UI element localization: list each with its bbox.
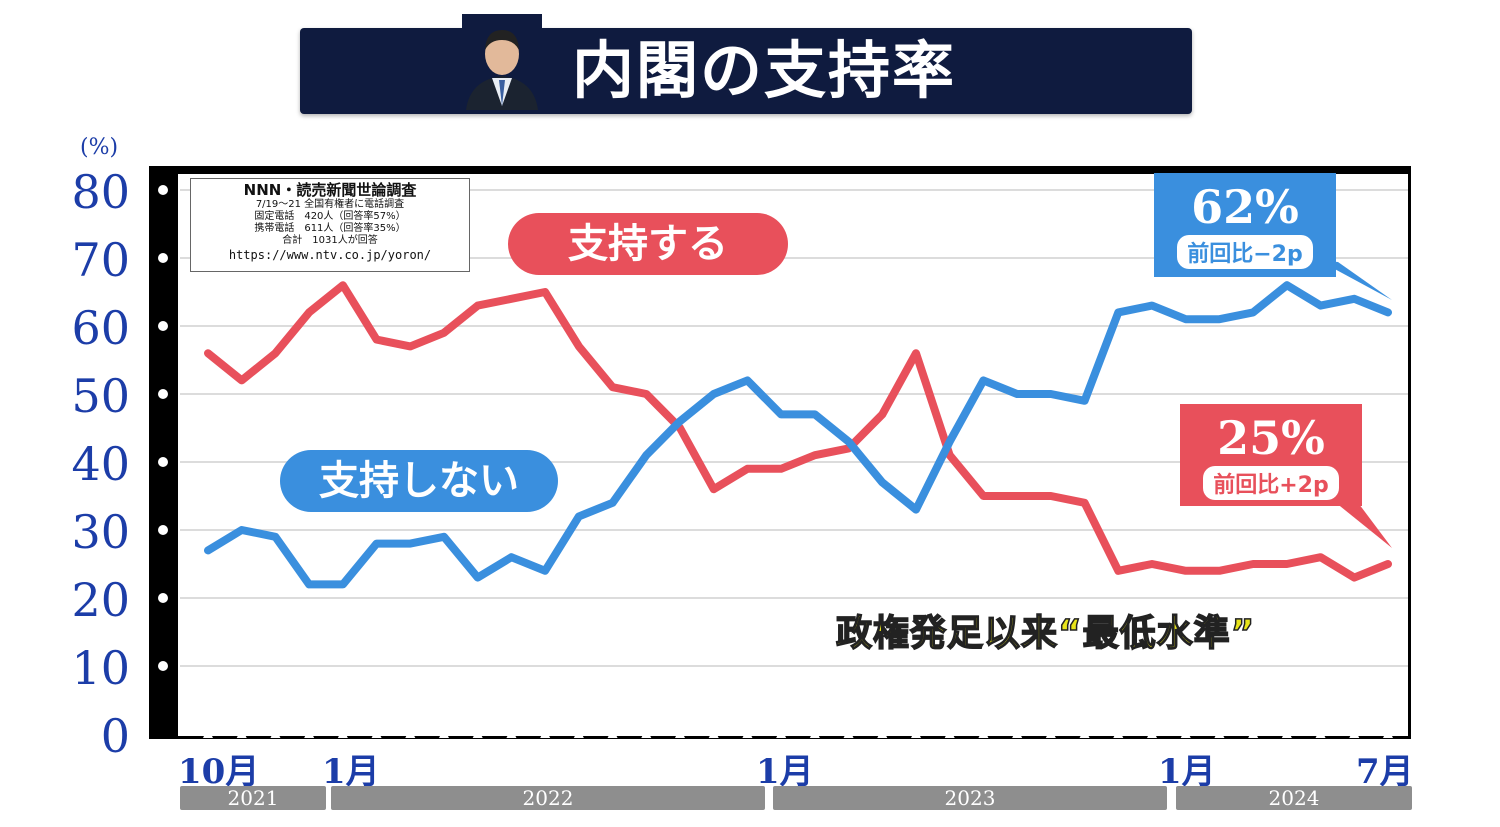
page-title: 内閣の支持率: [572, 34, 957, 107]
y-axis-dots: [158, 185, 168, 671]
x-tick-mark: [1383, 728, 1393, 738]
source-line: 携帯電話 611人（回答率35%）: [254, 223, 406, 234]
y-tick-label: 70: [71, 233, 130, 287]
x-tick-mark: [607, 728, 618, 738]
x-tick-mark: [742, 728, 753, 738]
x-tick-mark: [1315, 728, 1326, 738]
x-tick-mark: [1349, 728, 1360, 738]
source-title: NNN・読売新聞世論調査: [243, 181, 417, 199]
x-tick-mark: [1214, 728, 1225, 738]
x-tick-mark: [472, 728, 483, 738]
x-tick-mark: [371, 728, 382, 738]
chart-series: [204, 281, 1392, 589]
callout-value: 25%: [1217, 411, 1325, 465]
year-label: 2021: [180, 786, 326, 810]
year-label: 2024: [1176, 786, 1412, 810]
x-tick-mark: [270, 728, 281, 738]
source-url: https://www.ntv.co.jp/yoron/: [228, 248, 432, 262]
x-tick-mark: [911, 728, 921, 738]
y-tick-dot: [158, 253, 168, 263]
x-tick-mark: [978, 728, 989, 738]
callout-change: 前回比−2p: [1187, 242, 1303, 267]
year-label: 2022: [331, 786, 765, 810]
no-support-latest-callout: 62% 前回比−2p: [1154, 173, 1336, 277]
x-tick-mark: [1147, 728, 1157, 738]
red-callout-pointer: [1330, 498, 1392, 548]
x-tick-mark: [776, 728, 787, 738]
no-support-series-label: 支持しない: [280, 450, 558, 512]
x-tick-label: 1月: [322, 752, 380, 792]
x-tick-mark: [944, 728, 955, 738]
x-axis-ticks: [203, 728, 1393, 738]
source-line: 7/19〜21 全国有権者に電話調査: [255, 199, 405, 210]
no-support-series-line: [204, 281, 1392, 589]
y-tick-dot: [158, 389, 168, 399]
y-tick-dot: [158, 321, 168, 331]
x-tick-mark: [809, 728, 820, 738]
source-line: 固定電話 420人（回答率57%）: [254, 211, 406, 222]
x-tick-mark: [1012, 728, 1023, 738]
lowest-level-annotation: 政権発足以来“最低水準”: [835, 612, 1256, 655]
x-tick-mark: [843, 728, 854, 738]
x-tick-mark: [439, 728, 449, 738]
x-tick-mark: [1113, 728, 1124, 738]
source-line: 合計 1031人が回答: [282, 235, 378, 246]
x-tick-mark: [1281, 728, 1292, 738]
y-tick-label: 30: [71, 505, 130, 559]
x-tick-mark: [1248, 728, 1259, 738]
support-series-line: [204, 281, 1392, 582]
x-tick-mark: [573, 728, 584, 738]
y-tick-label: 60: [71, 301, 130, 355]
x-tick-label: 10月: [178, 752, 260, 792]
x-tick-mark: [1045, 728, 1056, 738]
callout-value: 62%: [1191, 180, 1299, 234]
support-latest-callout: 25% 前回比+2p: [1180, 404, 1362, 506]
x-tick-mark: [506, 728, 517, 738]
title-banner: [300, 28, 1192, 114]
x-tick-mark: [304, 728, 315, 738]
y-tick-label: 40: [71, 437, 130, 491]
x-tick-label: 7月: [1356, 752, 1414, 792]
year-label: 2023: [773, 786, 1167, 810]
prime-minister-portrait-icon: [462, 14, 542, 110]
y-tick-dot: [158, 593, 168, 603]
callout-change: 前回比+2p: [1213, 473, 1329, 498]
x-tick-label: 1月: [756, 752, 814, 792]
x-tick-mark: [708, 728, 719, 738]
y-tick-dot: [158, 525, 168, 535]
y-tick-label: 10: [71, 641, 130, 695]
y-tick-label: 20: [71, 573, 130, 627]
x-tick-mark: [405, 728, 416, 738]
survey-source-box: NNN・読売新聞世論調査 7/19〜21 全国有権者に電話調査 固定電話 420…: [190, 178, 470, 272]
y-axis-unit: (%): [80, 135, 119, 160]
y-tick-dot: [158, 661, 168, 671]
x-tick-mark: [641, 728, 652, 738]
y-tick-label: 0: [100, 709, 130, 763]
blue-callout-pointer: [1318, 260, 1392, 300]
x-tick-mark: [1180, 728, 1191, 738]
y-tick-label: 50: [71, 369, 130, 423]
x-tick-mark: [203, 728, 213, 738]
x-tick-mark: [675, 728, 685, 738]
x-tick-mark: [236, 728, 247, 738]
y-tick-dot: [158, 185, 168, 195]
y-tick-label: 80: [71, 165, 130, 219]
x-tick-mark: [540, 728, 551, 738]
x-tick-label: 1月: [1158, 752, 1216, 792]
x-tick-mark: [1079, 728, 1090, 738]
support-series-label: 支持する: [508, 213, 788, 275]
y-tick-dot: [158, 457, 168, 467]
x-tick-mark: [877, 728, 888, 738]
x-tick-mark: [337, 728, 348, 738]
